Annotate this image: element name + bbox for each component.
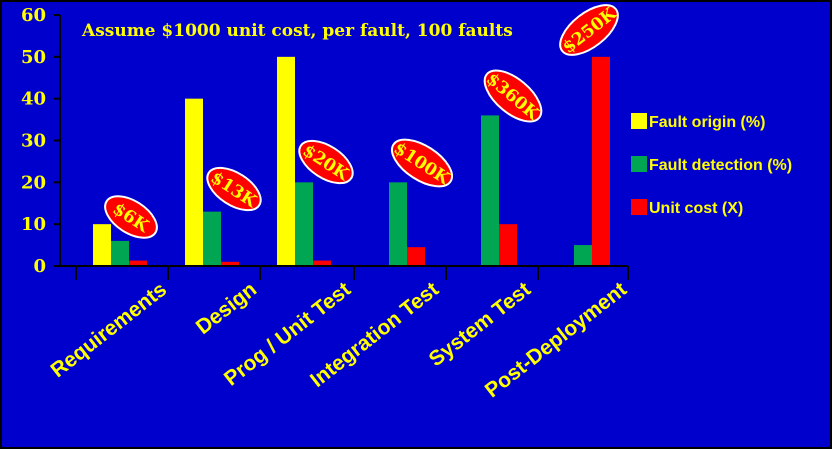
callout-ellipse-5	[559, 4, 619, 56]
bar-fault-detection-4	[481, 115, 499, 267]
callout-ellipse-4	[483, 69, 543, 123]
bars-layer	[93, 56, 610, 267]
legend-swatch-fault-origin	[631, 113, 647, 129]
callout-5: $250K	[559, 3, 621, 58]
bar-unit-cost-2	[313, 260, 331, 266]
legend-label-fault-detection: Fault detection (%)	[649, 157, 792, 174]
legend-swatch-fault-detection	[631, 156, 647, 172]
y-tick-label-6: 60	[21, 5, 46, 26]
y-tick-label-0: 0	[33, 256, 46, 277]
x-tick-label-1: Design	[192, 278, 261, 339]
bar-fault-origin-0	[93, 224, 111, 266]
chart-annotation: Assume $1000 unit cost, per fault, 100 f…	[81, 21, 513, 41]
bar-fault-detection-2	[295, 182, 313, 266]
y-tick-label-4: 40	[21, 89, 46, 110]
callout-ellipse-2	[298, 139, 354, 185]
legend-swatch-unit-cost	[631, 199, 647, 215]
bar-unit-cost-4	[499, 224, 517, 266]
callout-ellipse-3	[391, 138, 453, 188]
y-tick-label-1: 10	[21, 214, 46, 235]
bar-fault-detection-1	[203, 211, 221, 266]
bar-fault-origin-1	[185, 98, 203, 267]
y-tick-label-3: 30	[21, 131, 46, 152]
bar-fault-detection-0	[111, 240, 129, 266]
legend-label-fault-origin: Fault origin (%)	[649, 114, 765, 131]
bar-unit-cost-1	[221, 261, 239, 266]
bar-unit-cost-3	[407, 247, 425, 266]
y-tick-label-2: 20	[21, 172, 46, 193]
y-tick-label-5: 50	[21, 47, 46, 68]
axes-layer	[54, 14, 629, 280]
bar-fault-detection-3	[389, 182, 407, 266]
bar-fault-detection-5	[574, 245, 592, 266]
x-tick-label-0: Requirements	[47, 278, 172, 382]
callout-ellipse-0	[104, 195, 158, 239]
bar-unit-cost-0	[129, 260, 147, 266]
bar-fault-origin-2	[277, 56, 295, 267]
legend-label-unit-cost: Unit cost (X)	[649, 200, 743, 217]
callout-ellipse-1	[206, 166, 262, 212]
legend: Fault origin (%) Fault detection (%) Unit …	[631, 113, 792, 217]
bar-unit-cost-5	[592, 56, 610, 267]
callout-1: $13K	[206, 166, 262, 213]
